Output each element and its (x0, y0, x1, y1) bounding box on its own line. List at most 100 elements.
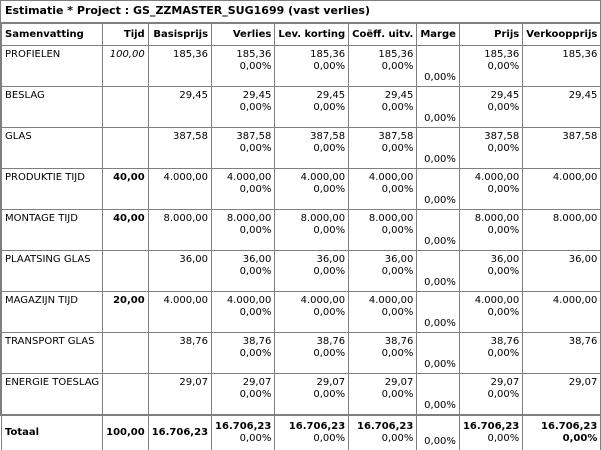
row-label: ENERGIE TOESLAG (2, 374, 103, 415)
column-header-samenvatting[interactable]: Samenvatting (2, 24, 103, 46)
total-verlies-pct: 0,00% (215, 433, 271, 445)
row-verlies-pct: 0,00% (215, 61, 271, 73)
row-lev-korting-pct: 0,00% (278, 102, 345, 114)
total-verkoop-pct: 0,00% (526, 433, 597, 445)
row-lev-korting-value: 4.000,00 (278, 295, 345, 307)
row-basisprijs: 29,45 (148, 87, 211, 128)
row-coeff-pct: 0,00% (352, 307, 413, 319)
row-verlies-pct: 0,00% (215, 143, 271, 155)
total-coeff: 16.706,23 0,00% (349, 415, 417, 450)
row-verkoopprijs: 29,07 (523, 374, 601, 415)
row-tijd: 100,00 (103, 46, 149, 87)
row-marge-cell: 0,00% (417, 87, 460, 128)
row-marge-cell: 0,00% (417, 210, 460, 251)
row-coeff-value: 36,00 (352, 254, 413, 266)
row-coeff-pct: 0,00% (352, 389, 413, 401)
row-tijd (103, 251, 149, 292)
row-coeff-value: 4.000,00 (352, 172, 413, 184)
row-marge-pct: 0,00% (420, 72, 456, 84)
row-lev-korting-pct: 0,00% (278, 61, 345, 73)
row-marge-cell: 0,00% (417, 128, 460, 169)
row-basisprijs: 387,58 (148, 128, 211, 169)
row-label: PRODUKTIE TIJD (2, 169, 103, 210)
row-verkoopprijs: 36,00 (523, 251, 601, 292)
total-prijs: 16.706,23 0,00% (459, 415, 522, 450)
column-header-verkoopprijs[interactable]: Verkoopprijs (523, 24, 601, 46)
total-label: Totaal (2, 415, 103, 450)
row-coeff-pct: 0,00% (352, 143, 413, 155)
row-prijs-pct: 0,00% (463, 307, 519, 319)
column-header-tijd[interactable]: Tijd (103, 24, 149, 46)
row-verlies-pct: 0,00% (215, 389, 271, 401)
column-header-lev-korting[interactable]: Lev. korting (275, 24, 349, 46)
row-verlies-value: 387,58 (215, 131, 271, 143)
total-verlies-value: 16.706,23 (215, 421, 271, 433)
row-verlies-pct: 0,00% (215, 102, 271, 114)
row-prijs-value: 4.000,00 (463, 295, 519, 307)
row-marge-cell: 0,00% (417, 292, 460, 333)
column-header-coeff-uitv[interactable]: Coëff. uitv. (349, 24, 417, 46)
row-verkoopprijs: 387,58 (523, 128, 601, 169)
row-verlies-value: 8.000,00 (215, 213, 271, 225)
row-lev-korting-pct: 0,00% (278, 143, 345, 155)
row-lev-korting-value: 38,76 (278, 336, 345, 348)
row-lev-korting-pct: 0,00% (278, 348, 345, 360)
row-basisprijs: 8.000,00 (148, 210, 211, 251)
row-tijd: 40,00 (103, 169, 149, 210)
row-lev-korting-value: 185,36 (278, 49, 345, 61)
row-verlies-value: 4.000,00 (215, 172, 271, 184)
row-marge-pct: 0,00% (420, 154, 456, 166)
row-marge-cell: 0,00% (417, 333, 460, 374)
row-tijd (103, 374, 149, 415)
total-lev-korting: 16.706,23 0,00% (275, 415, 349, 450)
row-prijs-pct: 0,00% (463, 348, 519, 360)
column-header-verlies[interactable]: Verlies (212, 24, 275, 46)
column-header-prijs[interactable]: Prijs (459, 24, 522, 46)
table-header-row: Samenvatting Tijd Basisprijs Verlies Lev… (2, 24, 601, 46)
row-verlies-value: 29,45 (215, 90, 271, 102)
total-verkoop-value: 16.706,23 (526, 421, 597, 433)
total-tijd: 100,00 (103, 415, 149, 450)
row-verkoopprijs: 8.000,00 (523, 210, 601, 251)
row-prijs-pct: 0,00% (463, 266, 519, 278)
row-verkoopprijs: 4.000,00 (523, 169, 601, 210)
row-verlies-value: 29,07 (215, 377, 271, 389)
row-tijd: 20,00 (103, 292, 149, 333)
column-header-marge[interactable]: Marge (417, 24, 460, 46)
row-prijs-value: 29,45 (463, 90, 519, 102)
row-coeff-value: 387,58 (352, 131, 413, 143)
total-verkoopprijs: 16.706,23 0,00% (523, 415, 601, 450)
column-header-basisprijs[interactable]: Basisprijs (148, 24, 211, 46)
row-label: PROFIELEN (2, 46, 103, 87)
row-verlies-value: 36,00 (215, 254, 271, 266)
row-verlies-pct: 0,00% (215, 307, 271, 319)
row-lev-korting-pct: 0,00% (278, 225, 345, 237)
row-basisprijs: 29,07 (148, 374, 211, 415)
row-verkoopprijs: 29,45 (523, 87, 601, 128)
